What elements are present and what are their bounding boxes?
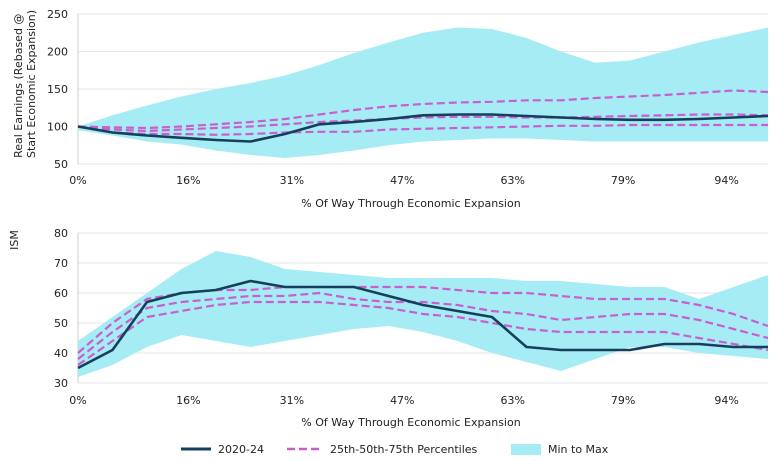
earnings-y-tick-label: 150	[47, 83, 68, 96]
ism-series-50th	[77, 291, 769, 360]
ism-x-tick-label: 94%	[714, 394, 738, 407]
legend-label-2020-24: 2020-24	[218, 443, 264, 456]
earnings-x-tick-label: 47%	[390, 174, 414, 187]
legend-label-percentiles: 25th-50th-75th Percentiles	[330, 443, 478, 456]
earnings-series-50th	[77, 113, 769, 133]
ism-y-ticks: 30 40 50 60 70 80	[54, 227, 68, 390]
chart-legend: 2020-24 25th-50th-75th Percentiles Min t…	[181, 443, 609, 456]
earnings-series-75th	[77, 89, 769, 130]
earnings-y-axis-title: Real Earnings (Rebased @ Start Economic …	[12, 10, 38, 158]
earnings-x-tick-label: 94%	[714, 174, 738, 187]
ism-y-tick-label: 40	[54, 347, 68, 360]
earnings-y-ticks: 50 100 150 200 250	[47, 8, 68, 171]
ism-x-axis-title: % Of Way Through Economic Expansion	[301, 416, 520, 429]
earnings-x-tick-label: 16%	[176, 174, 200, 187]
ism-panel: 30 40 50 60 70 80 0% 16% 31% 47% 63% 79% 94% % Of W…	[8, 227, 769, 429]
ism-x-tick-label: 47%	[390, 394, 414, 407]
legend-swatch-min-max	[511, 444, 541, 455]
earnings-panel: 50 100 150 200 250 0% 16% 31% 47% 63% 79% 94% % Of…	[12, 8, 769, 210]
earnings-x-ticks: 0% 16% 31% 47% 63% 79% 94%	[69, 174, 739, 187]
ism-x-tick-label: 79%	[611, 394, 635, 407]
earnings-y-tick-label: 200	[47, 46, 68, 59]
ism-series-25th	[77, 300, 769, 366]
ism-x-ticks: 0% 16% 31% 47% 63% 79% 94%	[69, 394, 739, 407]
earnings-y-axis-title-line1: Real Earnings (Rebased @	[12, 14, 25, 158]
earnings-x-axis-title: % Of Way Through Economic Expansion	[301, 197, 520, 210]
ism-y-tick-label: 70	[54, 257, 68, 270]
earnings-y-tick-label: 100	[47, 121, 68, 134]
earnings-x-tick-label: 0%	[69, 174, 86, 187]
earnings-series-lines	[77, 89, 769, 143]
ism-x-tick-label: 0%	[69, 394, 86, 407]
earnings-y-axis-title-line2: Start Economic Expansion)	[25, 10, 38, 158]
earnings-y-tick-label: 250	[47, 8, 68, 21]
earnings-x-tick-label: 31%	[280, 174, 304, 187]
ism-series-2020-24	[77, 279, 768, 370]
ism-x-tick-label: 16%	[176, 394, 200, 407]
earnings-x-tick-label: 79%	[611, 174, 635, 187]
earnings-series-2020-24	[77, 113, 769, 143]
ism-y-tick-label: 80	[54, 227, 68, 240]
ism-x-tick-label: 63%	[500, 394, 524, 407]
earnings-y-tick-label: 50	[54, 158, 68, 171]
ism-x-tick-label: 31%	[280, 394, 304, 407]
legend-label-min-max: Min to Max	[548, 443, 609, 456]
ism-series-lines	[77, 279, 769, 370]
ism-y-axis-title: ISM	[8, 230, 21, 250]
ism-y-tick-label: 60	[54, 287, 68, 300]
ism-y-tick-label: 30	[54, 377, 68, 390]
ism-y-tick-label: 50	[54, 317, 68, 330]
earnings-x-tick-label: 63%	[500, 174, 524, 187]
earnings-series-25th	[77, 123, 768, 136]
